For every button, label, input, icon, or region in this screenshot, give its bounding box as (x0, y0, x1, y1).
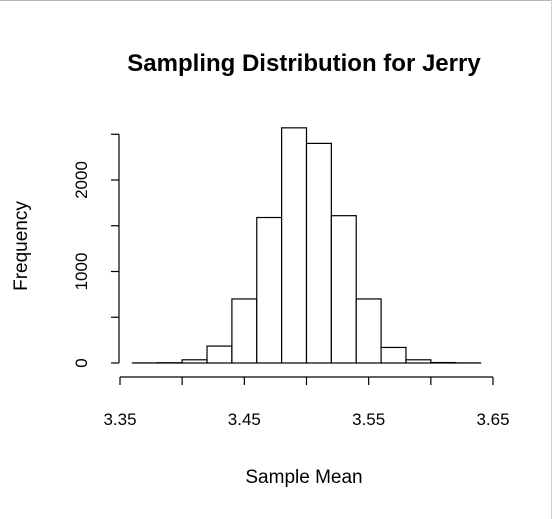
histogram-bar (256, 216, 283, 364)
x-axis-label: Sample Mean (245, 467, 362, 488)
y-axis: 0 1000 2000 (72, 133, 120, 368)
histogram-bar (380, 346, 407, 364)
histogram-bar (231, 298, 258, 364)
histogram-bar (206, 345, 233, 364)
y-tick-label: 0 (72, 358, 91, 367)
y-tick-label: 1000 (72, 253, 91, 291)
histogram-bar (305, 142, 332, 364)
chart-title: Sampling Distribution for Jerry (127, 50, 481, 77)
histogram-bar (281, 127, 308, 364)
x-tick-label: 3.65 (476, 410, 509, 429)
histogram-bar (181, 359, 208, 364)
histogram-bar (330, 215, 357, 364)
y-tick-label: 2000 (72, 161, 91, 199)
x-axis: 3.35 3.45 3.55 3.65 (103, 376, 510, 429)
bars-group (131, 127, 482, 364)
histogram-bar (355, 298, 382, 364)
y-axis-label: Frequency (11, 201, 32, 291)
window-top-border (0, 0, 552, 1)
x-tick-label: 3.35 (103, 410, 136, 429)
histogram-bar (405, 359, 432, 364)
x-tick-label: 3.55 (352, 410, 385, 429)
x-tick-label: 3.45 (228, 410, 261, 429)
